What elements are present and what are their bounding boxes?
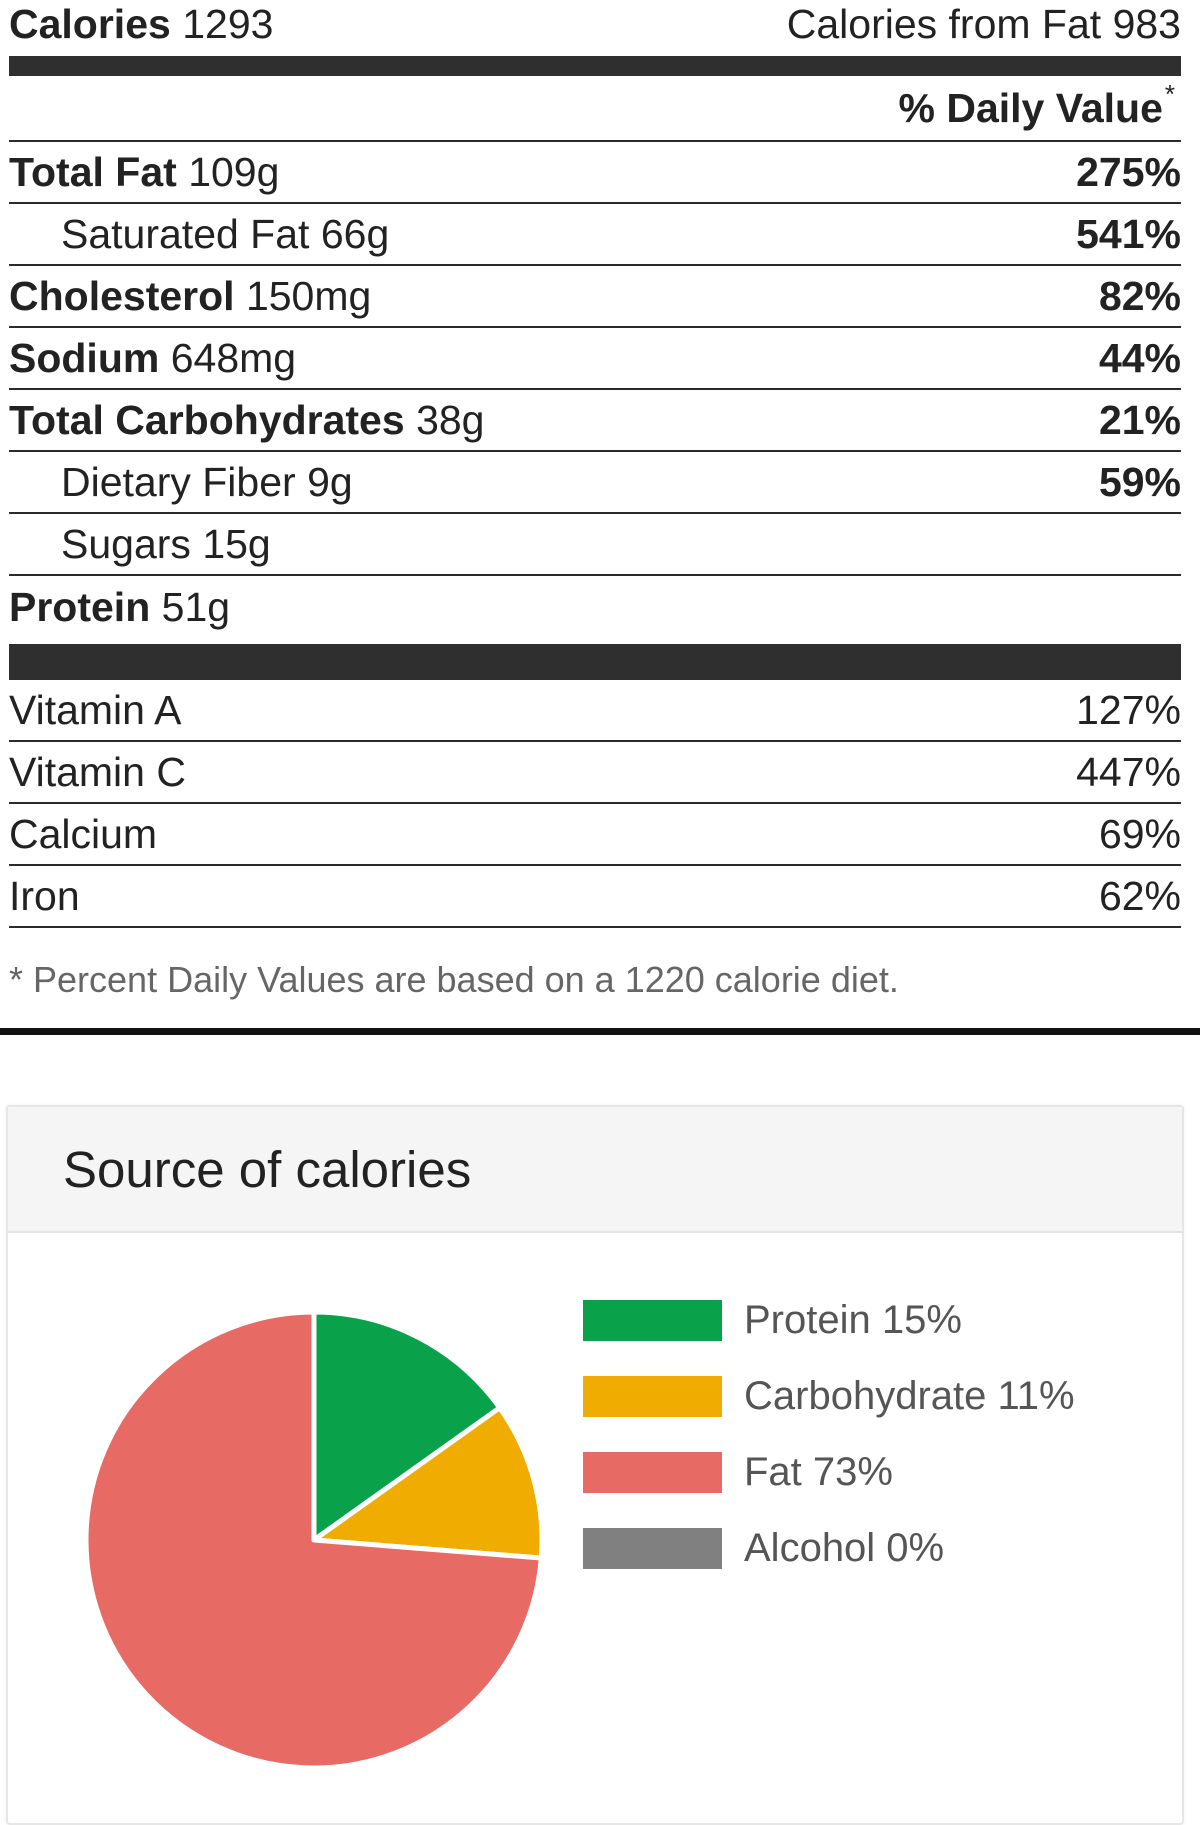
- pie-slice-fat: [83, 1309, 544, 1771]
- calories: Calories 1293: [9, 0, 273, 48]
- chart-title: Source of calories: [8, 1107, 1182, 1233]
- nutrition-facts: Calories 1293 Calories from Fat 983 % Da…: [9, 0, 1181, 1002]
- calories-value: 1293: [182, 1, 274, 47]
- legend-item-alcohol: Alcohol 0%: [583, 1510, 1075, 1586]
- nutrient-amount: 150mg: [245, 272, 372, 319]
- chart-legend: Protein 15% Carbohydrate 11% Fat 73% Alcoho…: [583, 1282, 1075, 1586]
- nutrient-label: Protein 51g: [9, 584, 230, 631]
- nutrient-name: Saturated Fat: [61, 210, 310, 257]
- vitamin-daily-value: 127%: [1076, 686, 1181, 733]
- footnote: * Percent Daily Values are based on a 12…: [9, 959, 899, 1000]
- nutrient-amount: 648mg: [170, 334, 297, 381]
- nutrient-name: Cholesterol: [9, 272, 235, 319]
- nutrient-daily-value: 541%: [1076, 210, 1181, 257]
- fat-calories-label: Calories from Fat: [786, 1, 1102, 47]
- nutrient-name: Protein: [9, 583, 151, 630]
- nutrient-name: Sugars: [61, 520, 191, 567]
- pie-slice-protein: [311, 1309, 503, 1543]
- nutrient-amount: 66g: [320, 210, 390, 257]
- nutrient-label: Cholesterol 150mg: [9, 273, 371, 320]
- nutrient-daily-value: 59%: [1098, 458, 1181, 505]
- nutrient-row: Cholesterol 150mg 82%: [9, 266, 1181, 328]
- nutrient-daily-value: 275%: [1076, 148, 1181, 195]
- nutrient-row: Saturated Fat 66g 541%: [9, 204, 1181, 266]
- nutrient-row: Total Carbohydrates 38g 21%: [9, 390, 1181, 452]
- legend-swatch: [583, 1527, 722, 1569]
- daily-value-label: % Daily Value: [898, 84, 1163, 131]
- legend-swatch: [583, 1375, 722, 1417]
- nutrient-label: Sugars 15g: [9, 521, 271, 568]
- thick-divider-vitamins: [9, 644, 1181, 680]
- nutrient-list: Total Fat 109g 275% Saturated Fat 66g 541% C…: [9, 142, 1181, 638]
- calories-from-fat: Calories from Fat 983: [787, 0, 1181, 48]
- nutrient-name: Sodium: [9, 334, 160, 381]
- vitamin-name: Calcium: [9, 810, 158, 857]
- nutrient-row: Dietary Fiber 9g 59%: [9, 452, 1181, 514]
- legend-label: Carbohydrate 11%: [744, 1373, 1075, 1418]
- daily-value-header: % Daily Value *: [9, 76, 1181, 142]
- legend-swatch: [583, 1299, 722, 1341]
- nutrient-label: Dietary Fiber 9g: [9, 459, 353, 506]
- vitamin-daily-value: 69%: [1098, 810, 1181, 857]
- calories-source-card: Source of calories Protein 15% Carbohydra…: [6, 1105, 1184, 1825]
- nutrient-daily-value: 82%: [1098, 272, 1181, 319]
- nutrient-name: Total Fat: [9, 148, 177, 195]
- thick-divider: [9, 56, 1181, 76]
- legend-item-fat: Fat 73%: [583, 1434, 1075, 1510]
- vitamin-row: Vitamin C 447%: [9, 742, 1181, 804]
- vitamin-row: Iron 62%: [9, 866, 1181, 928]
- vitamin-list: Vitamin A 127% Vitamin C 447% Calcium 69% Iron…: [9, 680, 1181, 928]
- legend-label: Protein 15%: [744, 1297, 962, 1342]
- nutrient-name: Total Carbohydrates: [9, 396, 405, 443]
- nutrient-amount: 51g: [161, 583, 231, 630]
- legend-item-carbohydrate: Carbohydrate 11%: [583, 1358, 1075, 1434]
- nutrient-label: Sodium 648mg: [9, 335, 296, 382]
- vitamin-name: Iron: [9, 872, 80, 919]
- vitamin-name: Vitamin C: [9, 748, 186, 795]
- nutrient-row: Protein 51g: [9, 576, 1181, 638]
- section-divider: [0, 1028, 1200, 1035]
- vitamin-daily-value: 62%: [1098, 872, 1181, 919]
- daily-value-asterisk: *: [1164, 78, 1175, 109]
- vitamin-row: Calcium 69%: [9, 804, 1181, 866]
- nutrient-row: Sugars 15g: [9, 514, 1181, 576]
- calories-label: Calories: [9, 1, 171, 47]
- nutrient-label: Total Fat 109g: [9, 149, 279, 196]
- nutrient-amount: 15g: [202, 520, 271, 567]
- legend-swatch: [583, 1451, 722, 1493]
- nutrient-amount: 109g: [188, 148, 280, 195]
- nutrient-daily-value: 44%: [1098, 334, 1181, 381]
- vitamin-name: Vitamin A: [9, 686, 182, 733]
- nutrient-label: Saturated Fat 66g: [9, 211, 389, 258]
- nutrient-label: Total Carbohydrates 38g: [9, 397, 484, 444]
- legend-label: Fat 73%: [744, 1449, 893, 1494]
- nutrient-name: Dietary Fiber: [61, 458, 296, 505]
- pie-chart: [83, 1309, 545, 1771]
- nutrient-daily-value: 21%: [1098, 396, 1181, 443]
- vitamin-daily-value: 447%: [1076, 748, 1181, 795]
- calories-row: Calories 1293 Calories from Fat 983: [9, 0, 1181, 48]
- nutrient-row: Sodium 648mg 44%: [9, 328, 1181, 390]
- legend-item-protein: Protein 15%: [583, 1282, 1075, 1358]
- pie-slice-carbohydrate: [311, 1405, 545, 1561]
- fat-calories-value: 983: [1112, 1, 1181, 47]
- nutrient-amount: 9g: [307, 458, 353, 505]
- legend-label: Alcohol 0%: [744, 1525, 945, 1570]
- nutrient-row: Total Fat 109g 275%: [9, 142, 1181, 204]
- nutrient-amount: 38g: [416, 396, 485, 443]
- vitamin-row: Vitamin A 127%: [9, 680, 1181, 742]
